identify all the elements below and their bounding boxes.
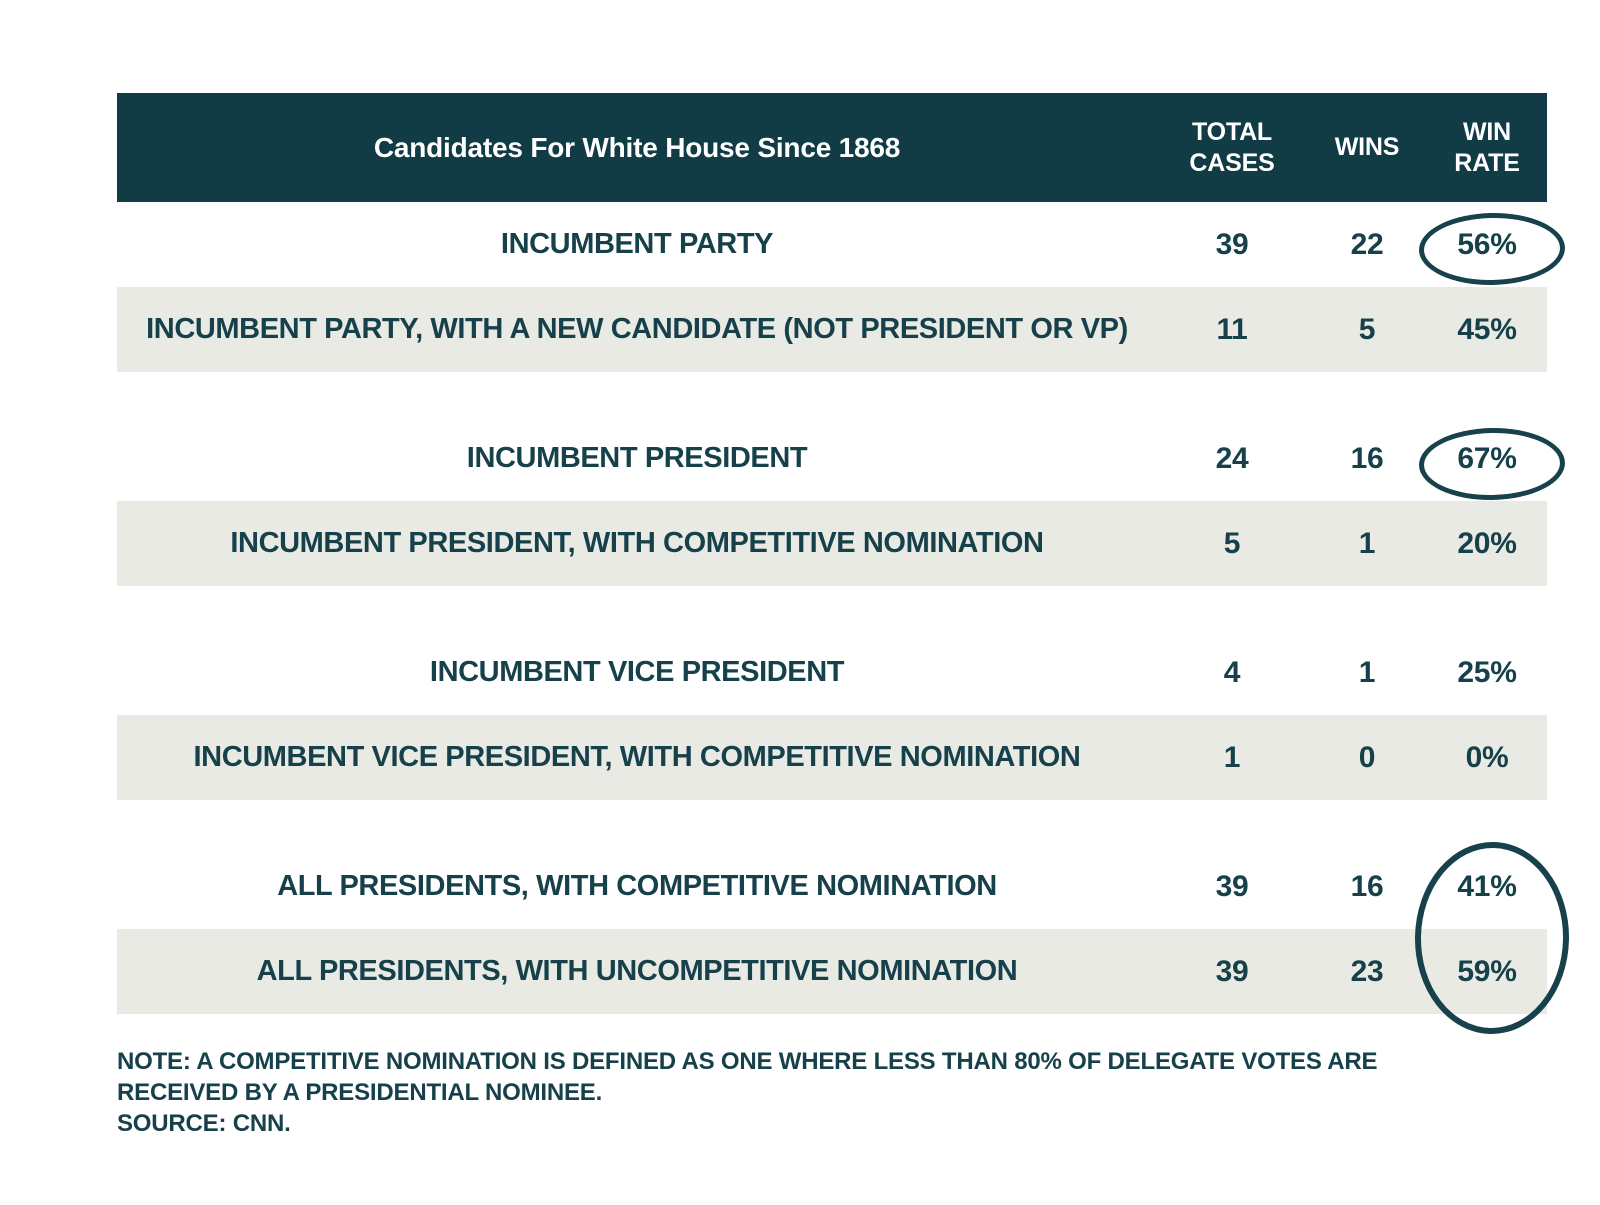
- row-label: INCUMBENT PARTY, WITH A NEW CANDIDATE (N…: [146, 313, 1128, 345]
- row-label: INCUMBENT PRESIDENT, WITH COMPETITIVE NO…: [230, 527, 1044, 559]
- win-rate-value: 45%: [1457, 312, 1517, 346]
- column-header-win-rate: WIN RATE: [1454, 118, 1520, 177]
- wins-value: 22: [1350, 227, 1384, 261]
- wins-value: 5: [1358, 312, 1376, 346]
- group-gap: [117, 586, 1547, 630]
- total-cases-value: 39: [1215, 954, 1249, 988]
- table-row: ALL PRESIDENTS, WITH UNCOMPETITIVE NOMIN…: [117, 929, 1547, 1014]
- win-rate-value: 25%: [1457, 655, 1517, 689]
- wins-value: 16: [1350, 869, 1384, 903]
- footnote-note: NOTE: A COMPETITIVE NOMINATION IS DEFINE…: [117, 1048, 1378, 1106]
- table-row: ALL PRESIDENTS, WITH COMPETITIVE NOMINAT…: [117, 844, 1547, 929]
- row-label: ALL PRESIDENTS, WITH UNCOMPETITIVE NOMIN…: [256, 955, 1018, 987]
- total-cases-value: 39: [1215, 227, 1249, 261]
- table-row: INCUMBENT PARTY, WITH A NEW CANDIDATE (N…: [117, 287, 1547, 372]
- wins-value: 23: [1350, 954, 1384, 988]
- wins-value: 16: [1350, 441, 1384, 475]
- wins-value: 1: [1358, 526, 1376, 560]
- column-header-total-cases: TOTAL CASES: [1189, 118, 1275, 177]
- row-label: INCUMBENT PARTY: [500, 228, 774, 260]
- wins-value: 0: [1358, 740, 1376, 774]
- table-row: INCUMBENT PARTY 39 22 56%: [117, 202, 1547, 287]
- win-rate-value: 0%: [1465, 740, 1509, 774]
- table-title: Candidates For White House Since 1868: [373, 131, 901, 163]
- total-cases-value: 39: [1215, 869, 1249, 903]
- total-cases-value: 11: [1216, 312, 1248, 346]
- total-cases-value: 4: [1223, 655, 1241, 689]
- group-gap: [117, 372, 1547, 416]
- win-rate-value: 20%: [1457, 526, 1517, 560]
- table-header-row: Candidates For White House Since 1868 TO…: [117, 93, 1547, 202]
- win-rate-value: 67%: [1457, 441, 1517, 475]
- row-label: INCUMBENT VICE PRESIDENT, WITH COMPETITI…: [193, 741, 1081, 773]
- row-label: INCUMBENT VICE PRESIDENT: [429, 656, 845, 688]
- table-row: INCUMBENT VICE PRESIDENT, WITH COMPETITI…: [117, 715, 1547, 800]
- total-cases-value: 1: [1223, 740, 1241, 774]
- row-label: ALL PRESIDENTS, WITH COMPETITIVE NOMINAT…: [277, 870, 997, 902]
- total-cases-value: 24: [1215, 441, 1249, 475]
- footnote-block: NOTE: A COMPETITIVE NOMINATION IS DEFINE…: [117, 1046, 1497, 1139]
- stats-table: Candidates For White House Since 1868 TO…: [117, 93, 1571, 1036]
- win-rate-value: 56%: [1457, 227, 1517, 261]
- column-header-wins: WINS: [1334, 133, 1400, 162]
- wins-value: 1: [1358, 655, 1376, 689]
- total-cases-value: 5: [1223, 526, 1241, 560]
- win-rate-value: 41%: [1457, 869, 1517, 903]
- table-row: INCUMBENT PRESIDENT, WITH COMPETITIVE NO…: [117, 501, 1547, 586]
- win-rate-value: 59%: [1457, 954, 1517, 988]
- group-gap: [117, 800, 1547, 844]
- footnote-source: SOURCE: CNN.: [117, 1110, 291, 1137]
- table-row: INCUMBENT VICE PRESIDENT 4 1 25%: [117, 630, 1547, 715]
- row-label: INCUMBENT PRESIDENT: [466, 442, 808, 474]
- table-row: INCUMBENT PRESIDENT 24 16 67%: [117, 416, 1547, 501]
